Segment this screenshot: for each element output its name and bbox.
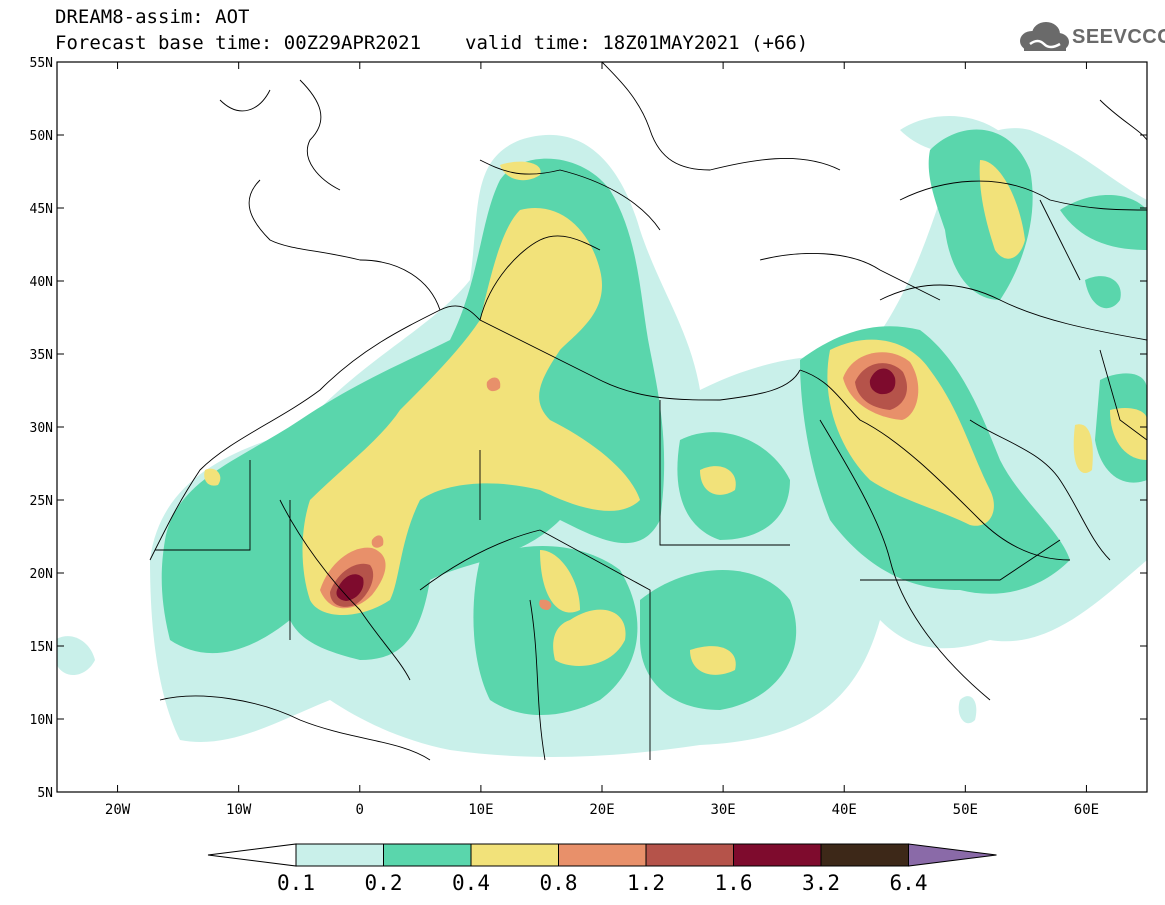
lon-label: 30E	[710, 802, 735, 818]
colorbar-box	[733, 843, 822, 867]
lat-label: 20N	[30, 567, 53, 582]
lat-label: 30N	[30, 421, 53, 436]
valid-time: valid time: 18Z01MAY2021 (+66)	[465, 32, 809, 54]
lon-label: 0	[356, 802, 364, 818]
colorbar-label: 0.8	[540, 871, 578, 895]
colorbar-label: 0.1	[277, 871, 315, 895]
lon-label: 40E	[832, 802, 857, 818]
colorbar-under-triangle	[207, 843, 297, 867]
colorbar-label: 0.2	[365, 871, 403, 895]
base-time: Forecast base time: 00Z29APR2021	[55, 32, 422, 54]
colorbar: 0.1 0.2 0.4 0.8 1.2 1.6 3.2 6.4	[207, 843, 997, 895]
lat-label: 25N	[30, 494, 53, 509]
colorbar-box	[383, 843, 472, 867]
colorbar-label: 6.4	[890, 871, 928, 895]
lat-label: 15N	[30, 640, 53, 655]
logo-text: SEEVCCC	[1072, 26, 1165, 48]
colorbar-box	[470, 843, 559, 867]
cloud-icon	[1020, 22, 1069, 51]
lon-label: 50E	[953, 802, 978, 818]
lon-label: 60E	[1074, 802, 1099, 818]
lat-label: 50N	[30, 129, 53, 144]
lon-label: 20E	[589, 802, 614, 818]
forecast-times: Forecast base time: 00Z29APR2021 valid ti…	[55, 32, 808, 54]
map-boundaries	[149, 62, 1147, 761]
colorbar-box	[558, 843, 647, 867]
colorbar-box	[645, 843, 734, 867]
plot-frame	[56, 61, 1148, 793]
colorbar-box	[820, 843, 909, 867]
lat-label: 45N	[30, 202, 53, 217]
map-plot-area	[57, 62, 1147, 792]
lat-label: 55N	[30, 56, 53, 71]
colorbar-over-triangle	[908, 843, 997, 867]
lat-label: 10N	[30, 713, 53, 728]
map-title: DREAM8-assim: AOT	[55, 6, 250, 28]
colorbar-label: 3.2	[802, 871, 840, 895]
lat-label: 35N	[30, 348, 53, 363]
map-axes: 55N 50N 45N 40N 35N 30N 25N 20N 15N 10N 5N 20W 10W 0 1…	[30, 56, 1147, 818]
colorbar-label: 1.6	[715, 871, 753, 895]
lat-label: 5N	[37, 786, 53, 801]
aot-field	[57, 116, 1147, 757]
lon-label: 10E	[468, 802, 493, 818]
colorbar-box	[295, 843, 384, 867]
lon-label: 10W	[226, 802, 252, 818]
aot-level-1.6	[336, 368, 896, 601]
lat-label: 40N	[30, 275, 53, 290]
colorbar-label: 0.4	[452, 871, 490, 895]
seevccc-logo: SEEVCCC	[1016, 20, 1165, 56]
colorbar-label: 1.2	[627, 871, 665, 895]
lon-label: 20W	[105, 802, 131, 818]
